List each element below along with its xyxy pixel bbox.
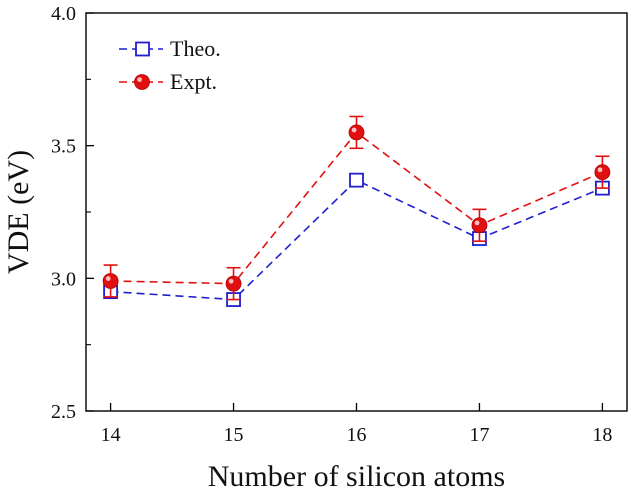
axes-layer: 2.5 3.0 3.5 4.0 14 15 16 17 18 <box>51 3 628 446</box>
x-tick-label: 15 <box>224 424 244 446</box>
plot-frame <box>85 12 628 412</box>
legend: Theo. Expt. <box>119 36 221 94</box>
y-tick-label: 4.0 <box>51 3 76 25</box>
legend-label: Theo. <box>170 36 221 61</box>
y-tick-label: 3.0 <box>51 268 76 290</box>
x-tick-label: 16 <box>347 424 367 446</box>
data-point <box>348 124 365 141</box>
series-expt <box>102 115 611 301</box>
data-point <box>349 172 364 188</box>
data-point-highlight <box>228 278 234 284</box>
data-point-highlight <box>474 220 480 226</box>
legend-item: Expt. <box>119 69 217 94</box>
x-tick-label: 17 <box>469 424 489 446</box>
data-point <box>102 273 119 289</box>
data-point-highlight <box>597 167 603 173</box>
x-tick-label: 18 <box>592 424 612 446</box>
legend-marker-highlight <box>137 77 143 82</box>
y-tick-label: 3.5 <box>51 136 76 158</box>
legend-item: Theo. <box>119 36 221 61</box>
series-theo <box>103 172 610 307</box>
axis-labels-layer: Number of silicon atoms VDE (eV) <box>2 150 505 493</box>
y-tick-label: 2.5 <box>51 401 76 423</box>
legend-marker <box>135 41 150 57</box>
x-tick-label: 14 <box>101 424 121 446</box>
series-layer <box>102 115 611 307</box>
series-line <box>110 179 603 301</box>
series-line <box>110 131 603 285</box>
data-point <box>225 275 242 292</box>
data-point-highlight <box>105 276 111 281</box>
y-axis-title: VDE (eV) <box>2 150 35 274</box>
legend-marker <box>134 74 150 90</box>
data-point-highlight <box>351 127 357 133</box>
data-point <box>594 164 611 181</box>
legend-label: Expt. <box>170 69 217 94</box>
x-axis-title: Number of silicon atoms <box>208 460 505 493</box>
data-point <box>471 217 488 234</box>
